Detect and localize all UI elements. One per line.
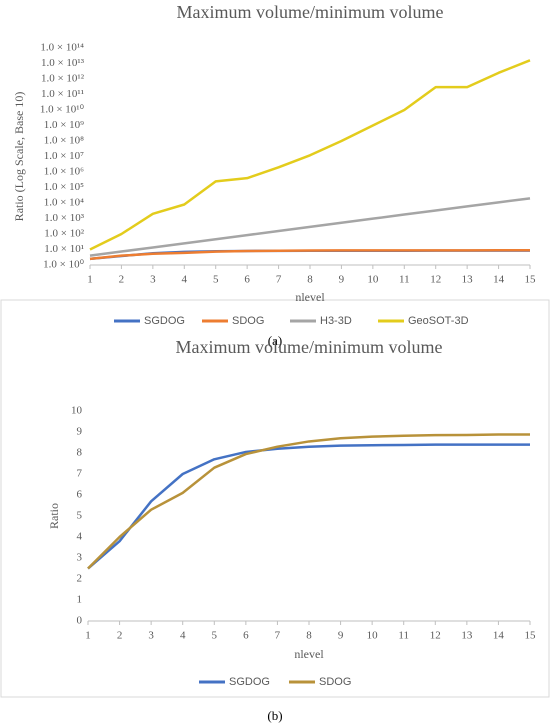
- x-tick-label: 4: [182, 274, 188, 286]
- y-tick-label: 10: [71, 405, 83, 417]
- x-tick-label: 14: [493, 274, 505, 286]
- y-tick-label: 1.0 × 10⁹: [44, 119, 84, 131]
- x-tick-label: 7: [276, 274, 282, 286]
- y-tick-label: 1.0 × 10¹²: [41, 73, 85, 85]
- series-line: [87, 433, 530, 570]
- x-tick-label: 11: [399, 274, 410, 286]
- x-tick-label: 15: [525, 274, 537, 286]
- y-tick-label: 2: [77, 573, 83, 585]
- y-tick-label: 1.0 × 10¹³: [41, 57, 85, 69]
- x-tick-label: 15: [525, 630, 537, 642]
- x-tick-label: 2: [117, 630, 123, 642]
- legend-label: H3-3D: [320, 315, 352, 327]
- y-tick-label: 1.0 × 10⁷: [44, 150, 84, 162]
- y-tick-label: 1.0 × 10⁴: [44, 197, 84, 209]
- y-tick-label: 1.0 × 10¹⁴: [40, 42, 84, 54]
- x-tick-label: 9: [338, 630, 344, 642]
- y-tick-label: 1.0 × 10⁶: [44, 166, 84, 178]
- y-tick-label: 1.0 × 10⁰: [43, 259, 84, 271]
- y-tick-label: 1.0 × 10³: [44, 212, 84, 224]
- chart-title: Maximum volume/minimum volume: [177, 2, 444, 22]
- series-line: [89, 59, 531, 251]
- y-tick-label: 1.0 × 10¹: [44, 243, 84, 255]
- x-tick-label: 1: [85, 630, 91, 642]
- y-tick-label: 1.0 × 10¹⁰: [40, 104, 85, 116]
- y-axis-label: Ratio (Log Scale, Base 10): [12, 92, 26, 222]
- caption: (a): [268, 333, 282, 348]
- x-tick-label: 10: [367, 630, 379, 642]
- y-tick-label: 1.0 × 10²: [44, 228, 84, 240]
- x-tick-label: 12: [430, 274, 441, 286]
- x-tick-label: 13: [462, 274, 474, 286]
- y-axis-label: Ratio: [47, 503, 61, 529]
- x-tick-label: 14: [493, 630, 505, 642]
- x-tick-label: 9: [339, 274, 345, 286]
- x-tick-label: 8: [306, 630, 312, 642]
- legend-label: SDOG: [232, 315, 264, 327]
- x-tick-label: 3: [150, 274, 156, 286]
- legend-label: SDOG: [319, 676, 351, 688]
- chart-frame: [0, 299, 550, 698]
- y-tick-label: 1.0 × 10⁸: [44, 135, 84, 147]
- y-tick-label: 1: [77, 594, 83, 606]
- y-tick-label: 1.0 × 10¹¹: [41, 88, 84, 100]
- legend-label: SGDOG: [144, 315, 185, 327]
- x-tick-label: 13: [461, 630, 473, 642]
- caption: (b): [267, 708, 282, 723]
- x-tick-label: 2: [119, 274, 125, 286]
- x-tick-label: 12: [430, 630, 441, 642]
- x-tick-label: 1: [87, 274, 93, 286]
- y-tick-label: 3: [77, 552, 83, 564]
- legend-label: SGDOG: [229, 676, 270, 688]
- x-tick-label: 7: [275, 630, 281, 642]
- y-tick-label: 7: [77, 468, 83, 480]
- series-line: [89, 197, 531, 257]
- x-tick-label: 6: [243, 630, 249, 642]
- x-tick-label: 5: [212, 630, 218, 642]
- y-tick-label: 9: [77, 426, 83, 438]
- legend-label: GeoSOT-3D: [408, 315, 469, 327]
- y-tick-label: 8: [77, 447, 83, 459]
- x-tick-label: 6: [244, 274, 250, 286]
- chart-title: Maximum volume/minimum volume: [176, 337, 443, 357]
- y-tick-label: 1.0 × 10⁵: [44, 181, 84, 193]
- x-tick-label: 5: [213, 274, 219, 286]
- y-tick-label: 5: [77, 510, 83, 522]
- x-tick-label: 10: [367, 274, 379, 286]
- x-tick-label: 3: [148, 630, 154, 642]
- series-line: [89, 249, 530, 261]
- y-tick-label: 0: [77, 615, 83, 627]
- y-tick-label: 6: [77, 489, 83, 501]
- x-tick-label: 11: [398, 630, 409, 642]
- x-tick-label: 4: [180, 630, 186, 642]
- x-axis-label: nlevel: [294, 647, 324, 661]
- x-tick-label: 8: [307, 274, 313, 286]
- y-tick-label: 4: [77, 531, 83, 543]
- series-line: [87, 443, 530, 570]
- x-axis-label: nlevel: [295, 290, 325, 304]
